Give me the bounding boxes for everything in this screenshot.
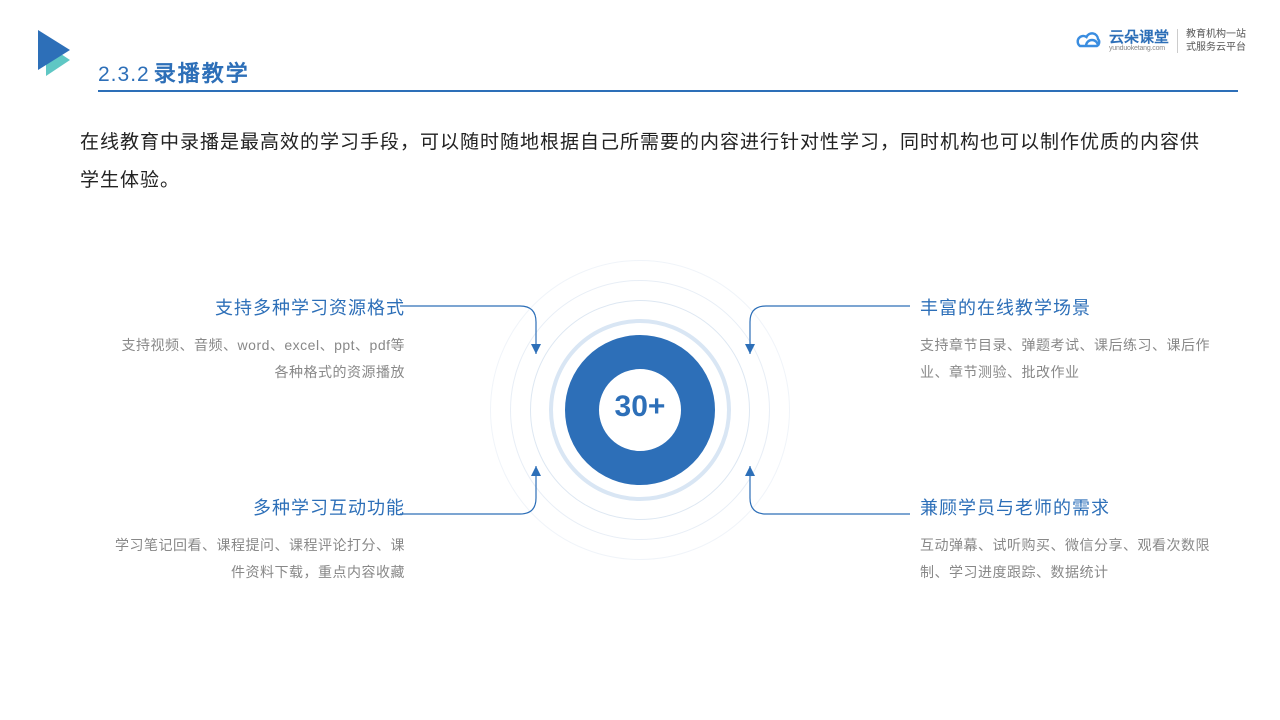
tagline-line1: 教育机构一站 bbox=[1186, 28, 1246, 41]
connector-bottom-right bbox=[716, 450, 916, 570]
feature-title: 丰富的在线教学场景 bbox=[920, 294, 1210, 320]
section-number: 2.3.2 bbox=[98, 63, 150, 87]
feature-bottom-left: 多种学习互动功能 学习笔记回看、课程提问、课程评论打分、课件资料下载，重点内容收… bbox=[115, 494, 405, 585]
feature-top-left: 支持多种学习资源格式 支持视频、音频、word、excel、ppt、pdf等各种… bbox=[115, 294, 405, 385]
cloud-logo: 云朵课堂 yunduoketang.com bbox=[1075, 30, 1169, 52]
center-value: 30+ bbox=[600, 390, 680, 424]
logo-divider bbox=[1177, 29, 1178, 53]
logo-domain-text: yunduoketang.com bbox=[1109, 45, 1169, 52]
feature-bottom-right: 兼顾学员与老师的需求 互动弹幕、试听购买、微信分享、观看次数限制、学习进度跟踪、… bbox=[920, 494, 1210, 585]
section-title: 录播教学 bbox=[154, 56, 250, 88]
tagline-line2: 式服务云平台 bbox=[1186, 41, 1246, 54]
brand-logo: 云朵课堂 yunduoketang.com 教育机构一站 式服务云平台 bbox=[1075, 28, 1246, 54]
feature-top-right: 丰富的在线教学场景 支持章节目录、弹题考试、课后练习、课后作业、章节测验、批改作… bbox=[920, 294, 1210, 385]
intro-paragraph: 在线教育中录播是最高效的学习手段，可以随时随地根据自己所需要的内容进行针对性学习… bbox=[80, 124, 1200, 200]
heading-underline bbox=[98, 90, 1238, 92]
feature-title: 支持多种学习资源格式 bbox=[115, 294, 405, 320]
feature-title: 多种学习互动功能 bbox=[115, 494, 405, 520]
connector-bottom-left bbox=[400, 450, 570, 570]
play-icon bbox=[38, 30, 78, 80]
section-heading: 2.3.2 录播教学 bbox=[98, 56, 250, 88]
logo-tagline: 教育机构一站 式服务云平台 bbox=[1186, 28, 1246, 54]
logo-brand-text: 云朵课堂 bbox=[1109, 30, 1169, 45]
feature-desc: 支持视频、音频、word、excel、ppt、pdf等各种格式的资源播放 bbox=[115, 332, 405, 385]
feature-desc: 互动弹幕、试听购买、微信分享、观看次数限制、学习进度跟踪、数据统计 bbox=[920, 532, 1210, 585]
cloud-icon bbox=[1075, 30, 1105, 52]
connector-top-left bbox=[400, 300, 570, 420]
feature-desc: 支持章节目录、弹题考试、课后练习、课后作业、章节测验、批改作业 bbox=[920, 332, 1210, 385]
connector-top-right bbox=[716, 300, 916, 420]
feature-title: 兼顾学员与老师的需求 bbox=[920, 494, 1210, 520]
slide-header: 2.3.2 录播教学 bbox=[0, 0, 1280, 30]
feature-desc: 学习笔记回看、课程提问、课程评论打分、课件资料下载，重点内容收藏 bbox=[115, 532, 405, 585]
